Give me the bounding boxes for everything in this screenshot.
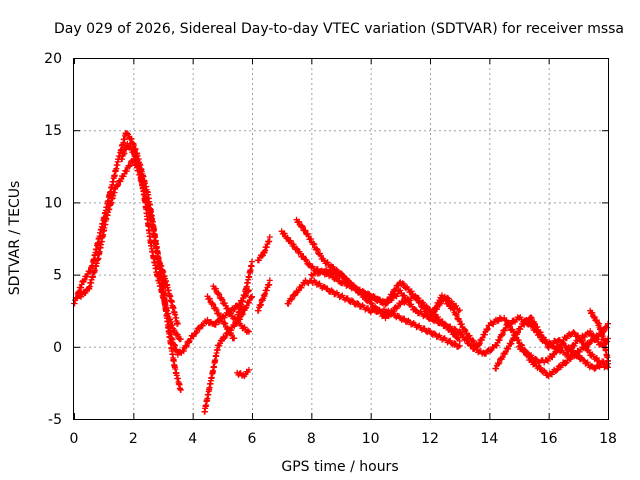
plot-frame — [73, 58, 609, 420]
axis-ticks: 0 2 4 6 8 10 12 14 16 18 -5 0 5 10 15 20 — [44, 51, 617, 447]
y-tick-label: 10 — [44, 195, 62, 211]
plus-markers — [254, 277, 273, 314]
series-sat-track-4 — [157, 260, 181, 327]
plus-markers — [254, 234, 273, 264]
x-tick-label: 4 — [188, 431, 197, 447]
y-tick-label: 15 — [44, 123, 62, 139]
plus-markers — [157, 260, 181, 327]
series-sat-track-10 — [254, 234, 273, 264]
y-tick-label: 20 — [44, 51, 62, 67]
x-tick-label: 12 — [421, 431, 439, 447]
plus-markers — [587, 307, 611, 365]
plus-markers — [516, 329, 611, 368]
plus-markers — [234, 258, 255, 321]
x-tick-label: 10 — [362, 431, 380, 447]
series-sat-track-3 — [118, 140, 184, 343]
plus-markers — [118, 140, 184, 343]
plus-markers — [492, 314, 611, 372]
series-sat-track-8 — [234, 366, 252, 380]
y-tick-label: -5 — [48, 412, 62, 428]
chart-title: Day 029 of 2026, Sidereal Day-to-day VTE… — [54, 21, 624, 37]
plus-markers — [204, 293, 238, 342]
x-tick-label: 8 — [307, 431, 316, 447]
y-axis-label: SDTVAR / TECUs — [7, 181, 23, 296]
series-sat-track-11 — [254, 277, 273, 314]
x-tick-label: 0 — [70, 431, 79, 447]
x-tick-label: 16 — [540, 431, 558, 447]
series-sat-track-7 — [204, 293, 238, 342]
x-tick-label: 18 — [599, 431, 617, 447]
x-tick-label: 2 — [129, 431, 138, 447]
x-tick-label: 6 — [248, 431, 257, 447]
plus-markers — [234, 366, 252, 380]
series-sat-track-21 — [587, 307, 611, 365]
data-marks — [71, 130, 611, 415]
x-axis-label: GPS time / hours — [281, 459, 398, 475]
y-tick-label: 0 — [53, 340, 62, 356]
series-sat-track-19 — [492, 314, 611, 372]
series-sat-track-9 — [234, 258, 255, 321]
x-tick-label: 14 — [480, 431, 498, 447]
series-sat-track-20 — [516, 329, 611, 368]
y-tick-label: 5 — [53, 268, 62, 284]
